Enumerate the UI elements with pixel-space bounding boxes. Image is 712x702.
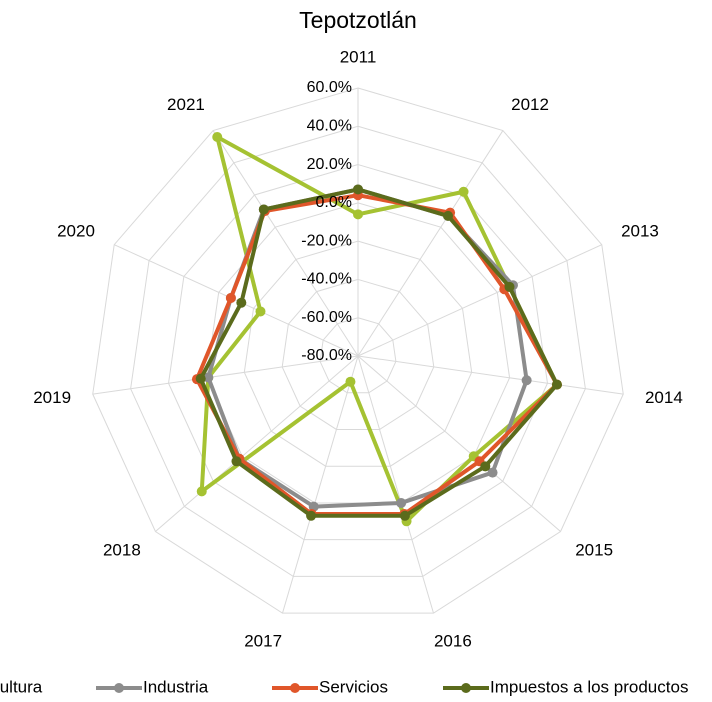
tick-label: -20.0% — [301, 232, 352, 249]
point — [521, 375, 532, 386]
point — [504, 281, 515, 292]
point — [225, 292, 236, 303]
point — [306, 510, 317, 521]
category-label: 2014 — [645, 388, 683, 407]
tick-label: -80.0% — [301, 347, 352, 364]
point — [480, 461, 491, 472]
grid-ring — [243, 240, 473, 467]
grid-ring — [281, 278, 435, 430]
point — [487, 467, 498, 478]
legend-marker — [461, 683, 471, 693]
point — [345, 376, 356, 387]
chart-title: Tepotzotlán — [299, 7, 417, 33]
point — [396, 497, 407, 508]
category-label: 2017 — [244, 631, 282, 650]
spoke — [357, 130, 504, 357]
spoke — [357, 355, 624, 395]
tick-label: -40.0% — [301, 271, 352, 288]
spoke — [155, 355, 359, 532]
legend-label: Industria — [143, 677, 209, 696]
category-label: 2015 — [575, 541, 613, 560]
legend: Agricultura Industria Servicios Impuestos a… — [0, 677, 688, 696]
spoke — [357, 355, 561, 532]
category-label: 2019 — [33, 388, 71, 407]
category-label: 2018 — [103, 541, 141, 560]
point — [551, 379, 562, 390]
point — [258, 204, 269, 215]
spoke — [114, 244, 359, 357]
grid-ring — [130, 125, 586, 577]
point — [399, 510, 410, 521]
point — [255, 306, 266, 317]
grid-ring — [168, 164, 548, 541]
tick-label: 60.0% — [307, 79, 352, 96]
legend-marker — [290, 683, 300, 693]
point — [196, 486, 207, 497]
grid — [92, 87, 624, 614]
tick-label: 0.0% — [316, 194, 352, 211]
point — [353, 209, 363, 220]
category-label: 2013 — [621, 222, 659, 241]
point — [353, 184, 363, 195]
spoke — [357, 355, 434, 614]
point — [212, 131, 223, 142]
spoke — [212, 130, 359, 357]
point — [458, 186, 469, 197]
grid-ring — [92, 87, 624, 614]
point — [195, 373, 206, 384]
spoke — [92, 355, 359, 395]
legend-label: Agricultura — [0, 677, 43, 696]
series-line — [198, 187, 559, 518]
point — [443, 210, 454, 221]
plot — [191, 131, 562, 527]
category-label: 2012 — [511, 95, 549, 114]
point — [231, 456, 242, 467]
tick-label: 40.0% — [307, 118, 352, 135]
legend-label: Servicios — [319, 677, 388, 696]
spoke — [357, 244, 602, 357]
legend-marker — [114, 683, 124, 693]
tick-label: 20.0% — [307, 156, 352, 173]
legend-label: Impuestos a los productos — [490, 677, 688, 696]
tick-label: -60.0% — [301, 309, 352, 326]
category-label: 2021 — [167, 95, 205, 114]
category-label: 2016 — [434, 631, 472, 650]
category-label: 2011 — [340, 47, 377, 66]
labels: 2011 2012 2013 2014 2015 2016 2017 2018 2019 2020… — [33, 47, 683, 650]
grid-ring — [319, 317, 397, 394]
category-label: 2020 — [57, 222, 95, 241]
point — [203, 372, 214, 383]
point — [236, 297, 247, 308]
spoke — [282, 355, 359, 614]
